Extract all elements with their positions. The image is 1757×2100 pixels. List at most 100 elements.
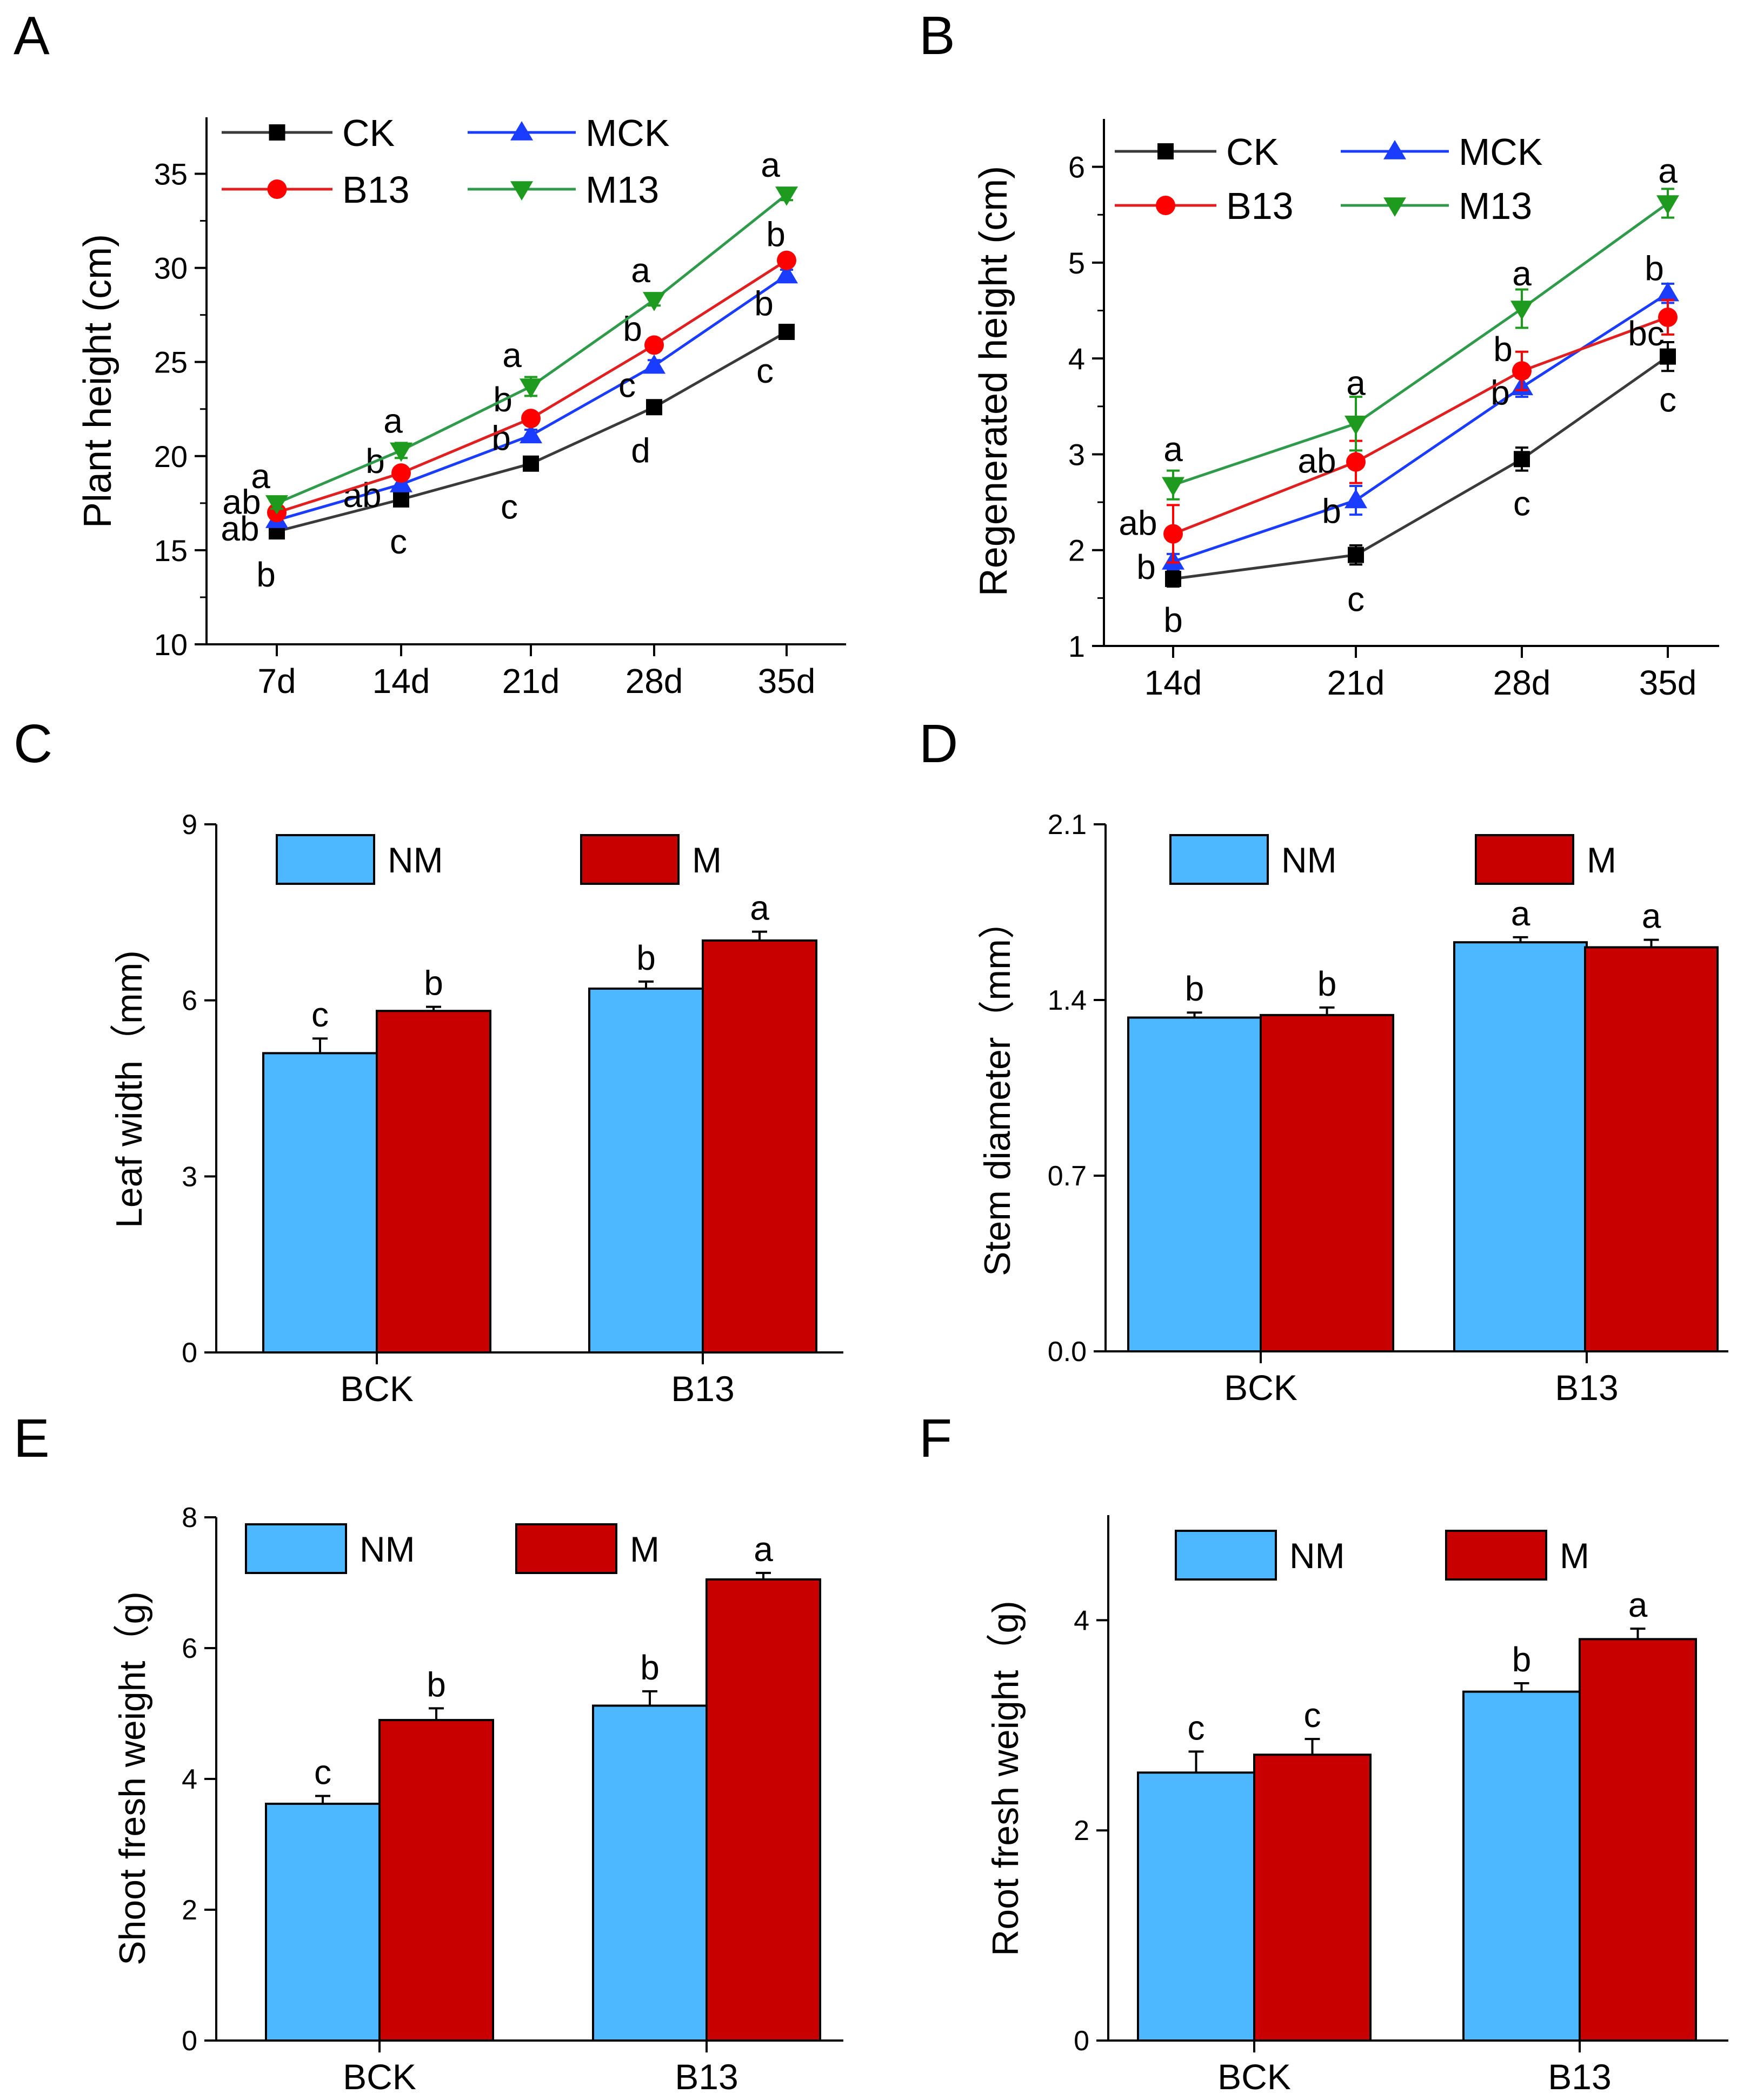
significance-letter: a: [383, 401, 403, 440]
panel-label-D: D: [919, 714, 958, 774]
legend: NM M: [1169, 834, 1616, 885]
legend-swatch: [245, 1523, 347, 1574]
bar-NM-BCK: [1137, 1771, 1255, 2042]
panel-label-B: B: [919, 5, 955, 66]
x-tick-label: 7d: [257, 662, 296, 701]
data-point-M13: [1510, 301, 1533, 320]
legend-item-M13: M13: [1341, 185, 1532, 227]
bar-M-B13: [1579, 1638, 1697, 2042]
significance-letter: bc: [1628, 314, 1665, 353]
x-tick-label: B13: [675, 2057, 738, 2097]
significance-letter: c: [390, 522, 407, 561]
x-tick-label: BCK: [343, 2057, 416, 2097]
significance-letter: a: [761, 145, 780, 184]
significance-letter: b: [1512, 1640, 1532, 1679]
significance-letter: b: [1645, 249, 1664, 288]
legend-item-M: M: [1445, 1530, 1589, 1581]
significance-letter: a: [1658, 151, 1678, 190]
x-tick-label: 21d: [1327, 663, 1385, 702]
legend: NM M: [245, 1523, 660, 1574]
legend-swatch: [276, 834, 375, 885]
significance-letter: c: [1188, 1708, 1205, 1747]
y-tick-label: 4: [1074, 1605, 1089, 1636]
legend-label: CK: [342, 112, 395, 154]
panel-label-C: C: [14, 714, 52, 774]
y-tick-label: 2: [182, 1895, 197, 1926]
significance-letter: d: [631, 431, 650, 470]
significance-letter: b: [1136, 548, 1156, 586]
data-point-M13: [1345, 416, 1367, 435]
legend-label: NM: [1289, 1536, 1345, 1576]
series-line-B13: [1173, 316, 1668, 535]
series-M: ba: [376, 889, 817, 1354]
significance-letter: ab: [222, 482, 261, 521]
legend-label: NM: [1281, 840, 1337, 880]
significance-letter: a: [1628, 1585, 1648, 1624]
legend-item-B13: B13: [222, 169, 410, 211]
significance-letter: ab: [1297, 442, 1336, 481]
series-M13: a a a a a: [251, 145, 798, 515]
series-NM: cb: [262, 938, 704, 1354]
y-tick-label: 1.4: [1048, 985, 1087, 1016]
y-tick-label: 3: [182, 1161, 197, 1192]
y-tick-label: 2.1: [1048, 809, 1087, 841]
legend-swatch: [1175, 1530, 1277, 1581]
legend-label: M: [630, 1529, 660, 1569]
legend: CK MCK B13 M13: [222, 112, 670, 211]
significance-letter: b: [256, 555, 276, 594]
significance-letter: b: [491, 418, 511, 457]
series-M13: a a a a: [1162, 151, 1679, 501]
significance-letter: b: [1322, 492, 1341, 531]
data-point-CK: [1514, 451, 1530, 468]
data-point-CK: [1660, 348, 1676, 365]
data-point-MCK: [1345, 489, 1367, 509]
x-tick-label: 21d: [502, 662, 560, 701]
series-M: ba: [1260, 897, 1719, 1353]
data-point-B13: [391, 463, 411, 483]
legend-item-NM: NM: [1169, 834, 1337, 885]
bar-NM-BCK: [265, 1802, 381, 2042]
legend-swatch: [1475, 834, 1574, 885]
significance-letter: b: [636, 938, 656, 977]
legend-label: NM: [360, 1529, 415, 1569]
data-point-M13: [1162, 477, 1184, 497]
significance-letter: b: [424, 964, 443, 1003]
legend-item-NM: NM: [276, 834, 443, 885]
data-point-M13: [265, 495, 288, 515]
series-M: ca: [1253, 1585, 1697, 2042]
series-line-M13: [1173, 202, 1669, 486]
series-line-CK: [1173, 355, 1669, 581]
series-NM: cb: [265, 1648, 708, 2042]
bar-NM-BCK: [1127, 1016, 1262, 1352]
y-tick-label: 4: [1068, 342, 1085, 376]
bar-NM-B13: [1453, 941, 1588, 1352]
significance-letter: c: [314, 1752, 331, 1791]
legend-item-M13: M13: [468, 169, 659, 211]
y-tick-label: 25: [154, 345, 188, 379]
legend-label: M13: [585, 169, 659, 211]
legend: NM M: [276, 834, 722, 885]
x-tick-label: 28d: [1493, 663, 1551, 702]
legend-label: M: [1587, 840, 1616, 880]
data-point-M13: [390, 442, 412, 462]
bar-M-BCK: [378, 1719, 494, 2042]
data-point-MCK: [775, 264, 798, 284]
y-axis-label: Plant height (cm): [76, 234, 119, 528]
legend-item-MCK: MCK: [1341, 131, 1543, 173]
significance-letter: c: [618, 366, 636, 405]
series-MCK: b b b b: [1136, 249, 1679, 586]
significance-letter: ab: [221, 509, 259, 548]
data-point-B13: [1512, 361, 1532, 381]
x-tick-label: 14d: [1144, 663, 1202, 702]
significance-letter: c: [756, 351, 774, 390]
legend-marker-MCK: [510, 121, 533, 141]
x-tick-label: B13: [671, 1369, 734, 1409]
y-axis-label: Leaf width（mm): [109, 950, 150, 1228]
significance-letter: c: [1659, 381, 1676, 419]
data-point-CK: [1348, 546, 1364, 563]
legend-label: B13: [1226, 185, 1294, 227]
bar-M-B13: [1584, 946, 1719, 1352]
legend-label: CK: [1226, 131, 1279, 173]
